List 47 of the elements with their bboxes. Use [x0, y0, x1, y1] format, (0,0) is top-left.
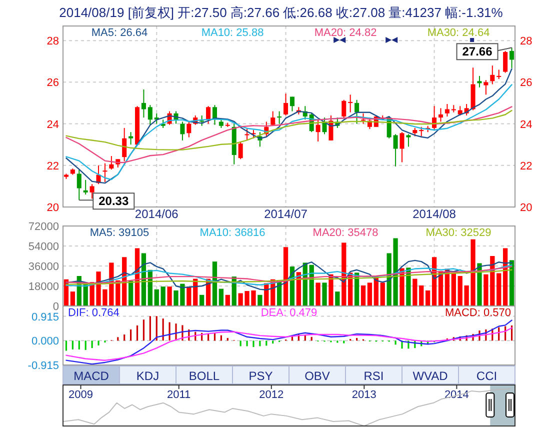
category-label: WVAD — [412, 369, 448, 383]
y-tick-label: 22 — [46, 160, 59, 172]
category-label: BOLL — [188, 369, 220, 383]
y-tick-label: 0 — [52, 301, 59, 313]
category-label: OBV — [304, 369, 330, 383]
text: MA20: 24.82 — [314, 27, 377, 39]
category-label: PSY — [248, 369, 273, 383]
x-tick-label: 2014/08 — [412, 207, 456, 221]
text: MA10: 36816 — [200, 227, 266, 239]
y-tick-label: 24 — [46, 118, 59, 131]
x-tick-label: 2012 — [259, 389, 284, 401]
x-tick-label: 2013 — [352, 389, 376, 401]
series-label: MACD: 0.570 — [444, 307, 511, 319]
y-tick-label: 0.915 — [31, 311, 59, 324]
y-tick-label: 26 — [46, 77, 59, 90]
y2-tick-label: 26 — [520, 77, 532, 90]
text: MA30: 24.64 — [427, 27, 490, 39]
text: MA30: 32529 — [426, 227, 492, 239]
series-label: DEA: 0.479 — [260, 307, 318, 319]
y2-tick-label: 22 — [520, 160, 532, 172]
y2-tick-label: 20 — [520, 202, 532, 214]
x-tick-label: 2014/07 — [264, 207, 308, 221]
x-tick-label: 2014/06 — [134, 207, 179, 221]
y-tick-label: 20 — [46, 202, 59, 214]
y2-tick-label: 24 — [520, 118, 532, 131]
text: MA5: 26.64 — [91, 27, 148, 39]
category-label: RSI — [364, 369, 384, 383]
y-tick-label: 72000 — [28, 221, 59, 233]
y-tick-label: 36000 — [28, 261, 59, 273]
y2-tick-label: 28 — [520, 36, 532, 48]
x-tick-label: 2011 — [167, 389, 191, 401]
y-tick-label: 54000 — [28, 241, 59, 253]
x-tick-label: 2009 — [68, 389, 93, 401]
annotation: 27.66 — [462, 44, 493, 59]
y-tick-label: 28 — [46, 36, 59, 48]
text: MA10: 25.88 — [201, 27, 264, 39]
text: MA5: 39105 — [90, 227, 150, 239]
category-label: KDJ — [136, 369, 160, 383]
chart-title: 2014/08/19 [前复权] 开:27.50 高:27.66 低:26.68 收:27.08 量:41237 幅:-1.31% — [59, 5, 504, 20]
y-tick-label: 18000 — [28, 281, 59, 293]
category-label: CCI — [476, 369, 498, 383]
annotation: 20.33 — [98, 194, 129, 208]
y-tick-label: 0.000 — [31, 336, 59, 348]
text: MA20: 35478 — [312, 227, 378, 239]
category-label: MACD — [74, 369, 110, 383]
text: DIF: 0.764 — [68, 307, 120, 319]
y-tick-label: -0.915 — [28, 360, 59, 372]
